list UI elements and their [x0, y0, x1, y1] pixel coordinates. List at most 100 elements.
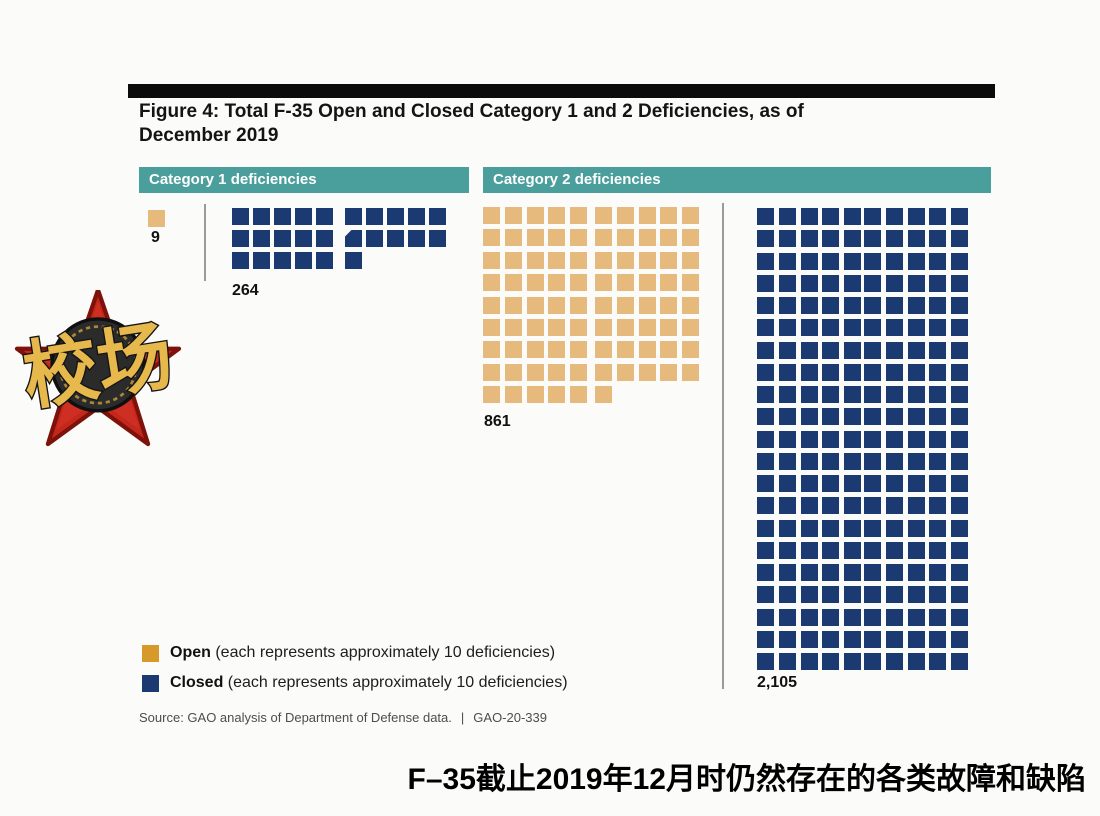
unit-square: [757, 341, 774, 359]
unit-square: [616, 207, 634, 224]
unit-square: [778, 541, 796, 559]
unit-square: [757, 630, 774, 648]
unit-square: [274, 252, 291, 269]
unit-square: [885, 497, 903, 515]
category-1-header: Category 1 deficiencies: [139, 167, 469, 193]
unit-square: [885, 653, 903, 670]
unit-square: [483, 251, 500, 269]
unit-square: [951, 541, 969, 559]
unit-square: [929, 564, 947, 581]
unit-square: [800, 274, 818, 292]
unit-square: [778, 386, 796, 403]
unit-square: [951, 564, 969, 581]
unit-square: [929, 363, 947, 381]
unit-square: [660, 251, 678, 269]
unit-square: [907, 341, 925, 359]
unit-square: [232, 208, 249, 225]
unit-square: [800, 541, 818, 559]
unit-square: [885, 452, 903, 470]
unit-square: [295, 252, 312, 269]
unit-square: [929, 430, 947, 448]
unit-square: [907, 653, 925, 670]
unit-square: [526, 207, 544, 224]
unit-square: [757, 653, 774, 670]
unit-square: [345, 230, 362, 247]
open-legend-label: Open (each represents approximately 10 d…: [170, 644, 555, 662]
unit-square: [778, 274, 796, 292]
unit-square: [778, 608, 796, 626]
unit-square: [864, 564, 881, 581]
unit-square: [638, 229, 656, 247]
unit-square: [822, 274, 840, 292]
unit-square: [526, 341, 544, 359]
unit-square: [844, 386, 862, 403]
closed-legend-swatch: [142, 675, 159, 692]
unit-square: [778, 430, 796, 448]
unit-square: [844, 230, 862, 248]
unit-square: [548, 386, 566, 404]
unit-square: [800, 297, 818, 314]
unit-square: [951, 497, 969, 515]
unit-square: [253, 230, 270, 247]
unit-square: [844, 430, 862, 448]
unit-square: [526, 274, 544, 292]
unit-square: [951, 252, 969, 270]
unit-square: [682, 296, 700, 314]
unit-square: [885, 608, 903, 626]
unit-square: [638, 296, 656, 314]
unit-square: [844, 252, 862, 270]
unit-square: [885, 386, 903, 403]
unit-square: [483, 363, 500, 381]
unit-square: [907, 252, 925, 270]
unit-square: [864, 274, 881, 292]
unit-square: [907, 452, 925, 470]
unit-square: [822, 341, 840, 359]
unit-square: [595, 207, 612, 224]
unit-square: [951, 341, 969, 359]
unit-square: [504, 296, 522, 314]
unit-square: [800, 653, 818, 670]
unit-square: [778, 341, 796, 359]
unit-square: [570, 229, 588, 247]
unit-square: [951, 408, 969, 426]
unit-square: [504, 319, 522, 336]
unit-square: [844, 319, 862, 337]
unit-square: [951, 386, 969, 403]
unit-square: [800, 430, 818, 448]
unit-square: [907, 608, 925, 626]
unit-square: [800, 363, 818, 381]
unit-square: [844, 475, 862, 492]
category-1-open-count: 9: [151, 229, 160, 246]
unit-square: [864, 541, 881, 559]
unit-square: [800, 497, 818, 515]
unit-square: [387, 208, 404, 225]
unit-square: [660, 363, 678, 381]
unit-square: [757, 564, 774, 581]
unit-square: [864, 475, 881, 492]
unit-square: [907, 208, 925, 225]
closed-legend-desc: (each represents approximately 10 defici…: [227, 674, 568, 691]
unit-square: [885, 475, 903, 492]
unit-square: [929, 386, 947, 403]
unit-square: [822, 475, 840, 492]
unit-square: [408, 230, 425, 247]
unit-square: [660, 341, 678, 359]
unit-square: [526, 319, 544, 336]
unit-square: [844, 341, 862, 359]
unit-square: [907, 274, 925, 292]
unit-square: [907, 430, 925, 448]
unit-square: [595, 363, 612, 381]
unit-square: [929, 408, 947, 426]
unit-square: [483, 386, 500, 404]
unit-square: [800, 586, 818, 604]
unit-square: [951, 430, 969, 448]
unit-square: [864, 452, 881, 470]
unit-square: [757, 586, 774, 604]
unit-square: [800, 208, 818, 225]
unit-square: [885, 297, 903, 314]
source-separator: |: [460, 710, 465, 725]
unit-square: [616, 274, 634, 292]
unit-square: [778, 586, 796, 604]
unit-square: [864, 408, 881, 426]
